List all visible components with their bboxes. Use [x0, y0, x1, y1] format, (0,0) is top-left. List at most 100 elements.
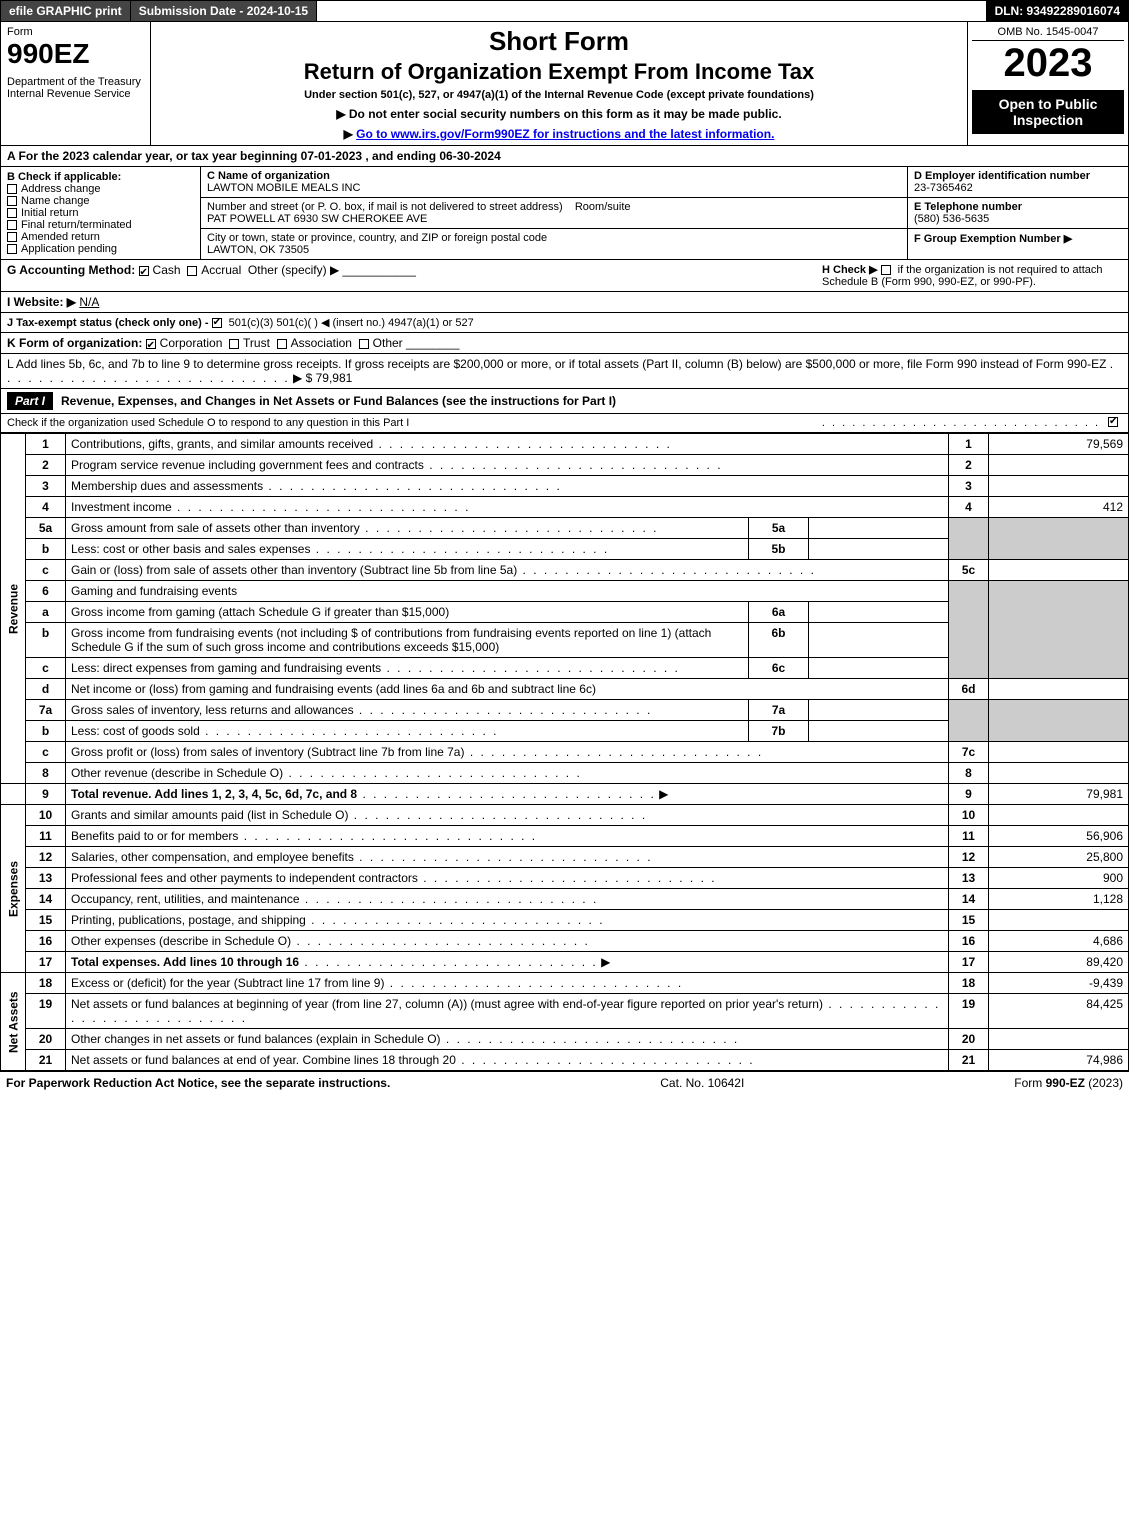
line-7a-text: Gross sales of inventory, less returns a… [66, 700, 749, 721]
line-12-box: 12 [949, 847, 989, 868]
checkbox-address-change[interactable] [7, 184, 17, 194]
sections-g-h: G Accounting Method: Cash Accrual Other … [0, 260, 1129, 292]
line-6a-sub: 6a [749, 602, 809, 623]
goto-link[interactable]: Go to www.irs.gov/Form990EZ for instruct… [159, 127, 959, 141]
line-14-text: Occupancy, rent, utilities, and maintena… [66, 889, 949, 910]
line-7b-amt [809, 721, 949, 742]
part-1-header: Part I Revenue, Expenses, and Changes in… [0, 389, 1129, 414]
line-4-text: Investment income [66, 497, 949, 518]
line-8-amt [989, 763, 1129, 784]
checkbox-association[interactable] [277, 339, 287, 349]
line-6a-amt [809, 602, 949, 623]
section-e: E Telephone number (580) 536-5635 [908, 198, 1128, 228]
page-footer: For Paperwork Reduction Act Notice, see … [0, 1071, 1129, 1094]
checkbox-h[interactable] [881, 265, 891, 275]
line-2-box: 2 [949, 455, 989, 476]
line-15-text: Printing, publications, postage, and shi… [66, 910, 949, 931]
label-trust: Trust [243, 336, 270, 350]
checkbox-cash[interactable] [139, 266, 149, 276]
line-19-text: Net assets or fund balances at beginning… [66, 994, 949, 1029]
label-address-change: Address change [21, 183, 101, 195]
line-7c-num: c [26, 742, 66, 763]
checkbox-trust[interactable] [229, 339, 239, 349]
ein-value: 23-7365462 [914, 182, 973, 194]
phone-value: (580) 536-5635 [914, 213, 989, 225]
section-b-label: B Check if applicable: [7, 171, 121, 183]
city-value: LAWTON, OK 73505 [207, 244, 309, 256]
g-label: G Accounting Method: [7, 263, 135, 277]
footer-left: For Paperwork Reduction Act Notice, see … [6, 1076, 390, 1090]
line-21-text: Net assets or fund balances at end of ye… [66, 1050, 949, 1071]
submission-date: Submission Date - 2024-10-15 [131, 1, 317, 21]
checkbox-other-org[interactable] [359, 339, 369, 349]
line-6a-num: a [26, 602, 66, 623]
k-label: K Form of organization: [7, 336, 142, 350]
line-17-num: 17 [26, 952, 66, 973]
section-j: J Tax-exempt status (check only one) - 5… [0, 313, 1129, 333]
dln: DLN: 93492289016074 [986, 1, 1128, 21]
line-5b-num: b [26, 539, 66, 560]
line-10-box: 10 [949, 805, 989, 826]
line-6d-text: Net income or (loss) from gaming and fun… [66, 679, 949, 700]
line-5c-text: Gain or (loss) from sale of assets other… [66, 560, 949, 581]
line-3-text: Membership dues and assessments [66, 476, 949, 497]
line-20-amt [989, 1029, 1129, 1050]
line-12-amt: 25,800 [989, 847, 1129, 868]
section-b: B Check if applicable: Address change Na… [1, 167, 201, 259]
line-5b-amt [809, 539, 949, 560]
line-6-text: Gaming and fundraising events [66, 581, 949, 602]
dept-treasury: Department of the Treasury Internal Reve… [7, 76, 144, 100]
checkbox-name-change[interactable] [7, 196, 17, 206]
label-corporation: Corporation [160, 336, 223, 350]
checkbox-schedule-o[interactable] [1108, 417, 1118, 427]
line-10-num: 10 [26, 805, 66, 826]
f-label: F Group Exemption Number ▶ [914, 233, 1072, 245]
checkbox-501c3[interactable] [212, 318, 222, 328]
section-d: D Employer identification number 23-7365… [908, 167, 1128, 197]
checkbox-corporation[interactable] [146, 339, 156, 349]
checkbox-accrual[interactable] [187, 266, 197, 276]
section-a-tax-year: A For the 2023 calendar year, or tax yea… [0, 146, 1129, 167]
line-11-box: 11 [949, 826, 989, 847]
part-1-label: Part I [7, 392, 53, 410]
sections-b-through-f: B Check if applicable: Address change Na… [0, 167, 1129, 260]
checkbox-final-return[interactable] [7, 220, 17, 230]
topbar: efile GRAPHIC print Submission Date - 20… [0, 0, 1129, 22]
line-6b-amt [809, 623, 949, 658]
section-i: I Website: ▶ N/A [0, 292, 1129, 313]
j-label: J Tax-exempt status (check only one) - [7, 317, 209, 329]
line-11-num: 11 [26, 826, 66, 847]
city-label: City or town, state or province, country… [207, 232, 547, 244]
line-6d-box: 6d [949, 679, 989, 700]
section-l: L Add lines 5b, 6c, and 7b to line 9 to … [0, 354, 1129, 389]
line-1-text: Contributions, gifts, grants, and simila… [66, 434, 949, 455]
checkbox-amended-return[interactable] [7, 232, 17, 242]
line-19-amt: 84,425 [989, 994, 1129, 1029]
vlabel-rev-spacer [1, 784, 26, 805]
line-6c-amt [809, 658, 949, 679]
line-21-amt: 74,986 [989, 1050, 1129, 1071]
e-label: E Telephone number [914, 201, 1022, 213]
checkbox-application-pending[interactable] [7, 244, 17, 254]
no-ssn-note: Do not enter social security numbers on … [159, 107, 959, 121]
line-5a-text: Gross amount from sale of assets other t… [66, 518, 749, 539]
line-12-text: Salaries, other compensation, and employ… [66, 847, 949, 868]
line-14-num: 14 [26, 889, 66, 910]
l-text: L Add lines 5b, 6c, and 7b to line 9 to … [7, 357, 1106, 371]
efile-print[interactable]: efile GRAPHIC print [1, 1, 131, 21]
website-value: N/A [79, 295, 99, 309]
line-7c-box: 7c [949, 742, 989, 763]
line-16-text: Other expenses (describe in Schedule O) [66, 931, 949, 952]
c-label: C Name of organization [207, 170, 330, 182]
checkbox-initial-return[interactable] [7, 208, 17, 218]
i-label: I Website: ▶ [7, 295, 76, 309]
street-label: Number and street (or P. O. box, if mail… [207, 201, 563, 213]
line-11-text: Benefits paid to or for members [66, 826, 949, 847]
line-17-amt: 89,420 [989, 952, 1129, 973]
line-15-box: 15 [949, 910, 989, 931]
header-left: Form 990EZ Department of the Treasury In… [1, 22, 151, 145]
form-header: Form 990EZ Department of the Treasury In… [0, 22, 1129, 146]
line-20-box: 20 [949, 1029, 989, 1050]
label-initial-return: Initial return [21, 207, 78, 219]
line-19-num: 19 [26, 994, 66, 1029]
